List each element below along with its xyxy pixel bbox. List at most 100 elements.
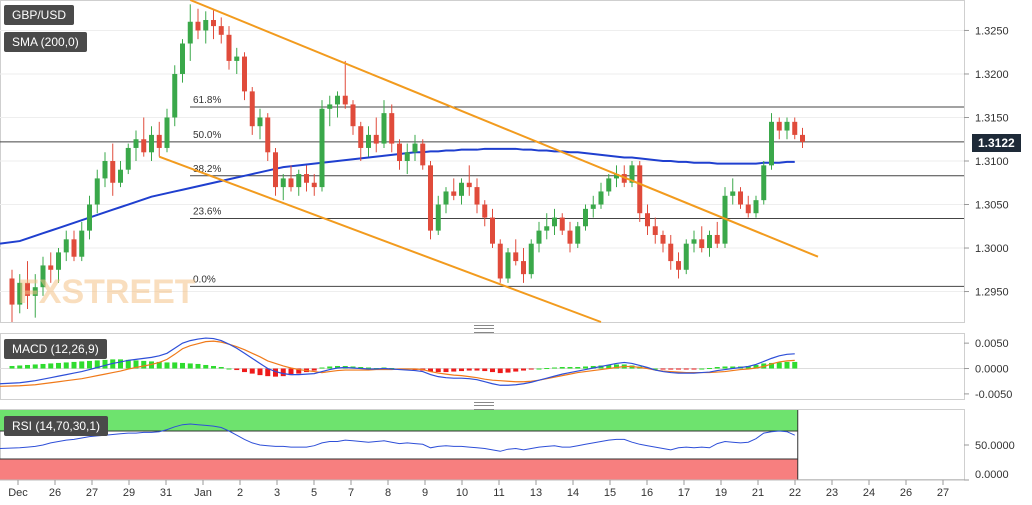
candle [738,187,743,209]
candle-body [149,134,154,153]
candle [614,165,619,188]
macd-histogram-bar [141,360,147,369]
candle [676,252,681,279]
rsi-label[interactable]: RSI (14,70,30,1) [4,416,109,436]
rsi-panel: 50.0000 0.0000 [0,409,1015,481]
time-tick-label: 22 [789,487,801,499]
candle-body [637,165,643,214]
macd-histogram-bar [745,365,751,369]
macd-histogram-bar [575,367,581,369]
macd-label[interactable]: MACD (12,26,9) [4,339,107,359]
panel-resize-handle-1[interactable] [474,325,494,333]
candle [544,213,550,240]
candle-body [234,56,240,61]
macd-histogram-bar [583,366,588,369]
macd-histogram-bar [133,360,139,369]
candle [164,108,170,153]
candle [575,221,581,249]
candle [776,117,782,140]
candle-body [304,174,309,183]
macd-histogram-bar [544,368,550,370]
candle-body [265,117,271,153]
candle [172,65,178,127]
macd-panel-border [0,333,965,400]
candle [149,126,154,161]
candle-body [435,204,441,231]
candle-body [187,21,193,44]
macd-histogram-bar [56,362,61,369]
macd-histogram-bar [590,365,596,369]
candle-body [102,161,108,179]
candle-body [311,182,317,188]
macd-histogram-bar [474,368,480,371]
candle [583,204,588,231]
candle-body [373,134,379,144]
candle-body [536,230,542,244]
candle [730,178,736,205]
macd-histogram-bar [614,364,619,369]
macd-histogram-bar [443,368,449,373]
candle [606,174,612,196]
candle-body [141,139,147,153]
trend-line[interactable] [189,0,819,258]
candle-body [32,287,38,296]
macd-histogram-bar [451,368,457,372]
macd-histogram-bar [48,363,54,369]
sma-label[interactable]: SMA (200,0) [4,32,87,52]
candle-body [257,117,263,127]
candle-body [280,178,286,188]
candle [513,239,519,266]
macd-histogram-bar [606,364,612,369]
candle-body [660,234,666,244]
candle [133,130,139,161]
macd-histogram-bar [87,360,92,369]
candle-body [17,282,23,305]
candle-body [404,152,410,161]
macd-histogram-bar [9,365,15,369]
candle [234,47,240,74]
candle-body [776,121,782,131]
candle [280,174,286,201]
candle-body [203,20,209,31]
candle-body [288,178,294,188]
candle [792,117,798,140]
macd-histogram-bar [435,368,441,373]
price-tick-label: 1.3100 [975,156,1009,168]
panel-resize-handle-2[interactable] [474,402,494,410]
candle [637,161,643,222]
candle [435,195,441,235]
macd-histogram-bar [249,368,255,374]
macd-histogram-bar [203,364,209,369]
macd-histogram-bar [164,362,170,369]
candle-body [9,278,15,305]
macd-histogram-bar [63,362,69,369]
candle [311,174,317,196]
trend-line[interactable] [158,155,602,323]
candle-body [466,182,472,188]
symbol-label[interactable]: GBP/USD [4,5,75,25]
candle [598,182,604,209]
candle [63,230,69,262]
time-tick-label: 21 [752,487,764,499]
candle-body [156,134,162,148]
candle [17,274,23,314]
macd-histogram-bar [319,367,325,369]
macd-histogram-bar [296,368,302,374]
macd-histogram-bar [366,367,371,369]
time-tick-label: 31 [160,487,172,499]
candle [327,95,333,127]
macd-histogram-bar [280,368,286,377]
candle [490,208,495,249]
price-tick-label: 1.3150 [975,112,1009,124]
macd-histogram-bar [776,362,782,369]
candle [350,100,356,135]
macd-histogram-bar [102,359,108,369]
candle-body [753,200,759,214]
candle-body [598,191,604,205]
macd-histogram-bar [242,368,247,373]
candle [48,252,54,283]
candle [645,204,650,235]
candle-body [342,95,348,105]
candle [218,17,224,44]
candle [412,134,418,161]
